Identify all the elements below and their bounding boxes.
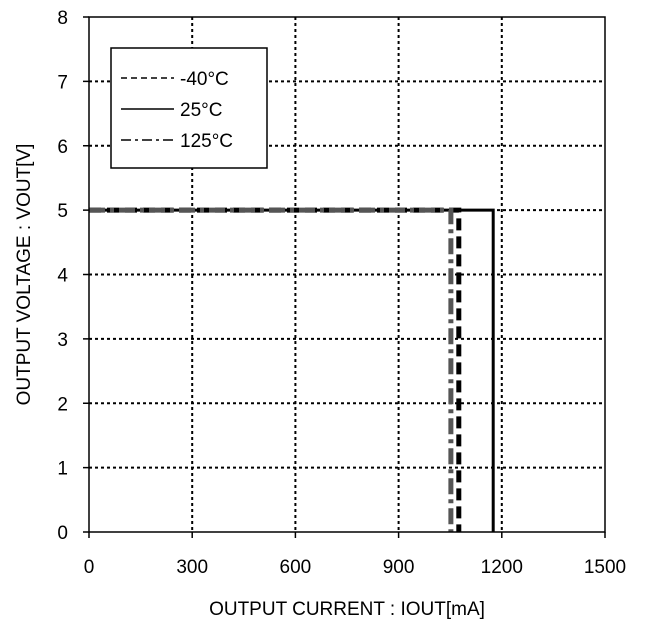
y-tick-label: 7 (57, 72, 68, 93)
legend-label-0: -40°C (180, 69, 229, 90)
x-tick-label: 900 (383, 557, 415, 578)
x-tick-labels: 0 300 600 900 1200 1500 (84, 532, 626, 578)
series-line-1 (89, 208, 495, 532)
y-tick-label: 1 (57, 459, 68, 480)
y-tick-label: 4 (57, 266, 68, 287)
series-line-0 (89, 207, 462, 532)
series-lines (89, 207, 495, 532)
x-tick-label: 0 (84, 557, 95, 578)
x-tick-label: 600 (280, 557, 312, 578)
y-tick-label: 3 (57, 330, 68, 351)
series-line-2 (89, 207, 454, 532)
legend-box (110, 47, 268, 169)
legend-label-1: 25°C (180, 100, 222, 121)
y-tick-labels: 0 1 2 3 4 5 6 7 8 (57, 8, 89, 544)
x-tick-label: 300 (176, 557, 208, 578)
y-tick-label: 2 (57, 394, 68, 415)
y-tick-label: 0 (57, 523, 68, 544)
legend-label-2: 125°C (180, 131, 233, 152)
y-tick-label: 5 (57, 201, 68, 222)
x-axis-label: OUTPUT CURRENT : IOUT[mA] (209, 599, 485, 620)
legend: -40°C 25°C 125°C (110, 47, 268, 169)
x-tick-label: 1500 (584, 557, 626, 578)
y-tick-label: 8 (57, 8, 68, 29)
y-tick-label: 6 (57, 137, 68, 158)
x-tick-label: 1200 (481, 557, 523, 578)
y-axis-label: OUTPUT VOLTAGE : VOUT[V] (14, 144, 35, 406)
